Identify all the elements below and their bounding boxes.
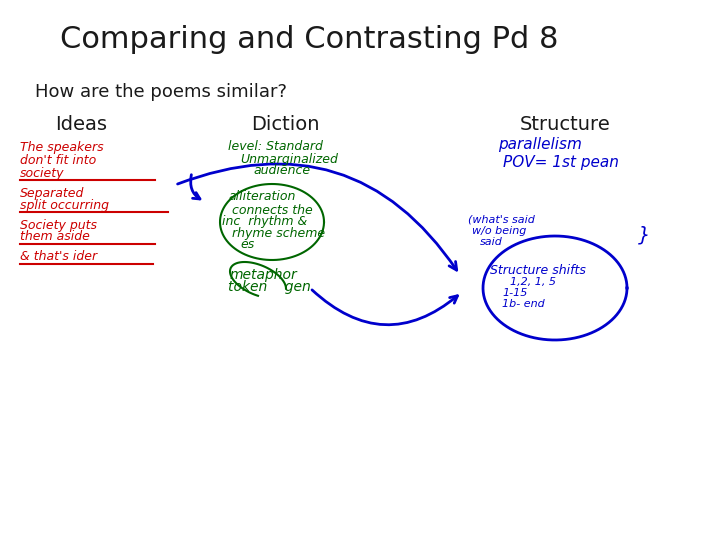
Text: Separated: Separated [20, 186, 84, 199]
Text: The speakers: The speakers [20, 140, 104, 153]
Text: How are the poems similar?: How are the poems similar? [35, 83, 287, 101]
Text: connects the: connects the [232, 204, 312, 217]
Text: Unmarginalized: Unmarginalized [240, 152, 338, 165]
Text: parallelism: parallelism [498, 138, 582, 152]
Text: split occurring: split occurring [20, 199, 109, 212]
Text: }: } [638, 226, 650, 245]
Text: Diction: Diction [251, 116, 319, 134]
Text: Society puts: Society puts [20, 219, 97, 232]
Text: Structure shifts: Structure shifts [490, 264, 586, 276]
Text: 1,2, 1, 5: 1,2, 1, 5 [510, 277, 556, 287]
Text: Structure: Structure [520, 116, 611, 134]
Text: 1b- end: 1b- end [502, 299, 545, 309]
Text: alliteration: alliteration [228, 191, 295, 204]
Text: 1-15: 1-15 [502, 288, 527, 298]
Text: es: es [240, 239, 254, 252]
Text: society: society [20, 166, 65, 179]
Text: POV= 1st pean: POV= 1st pean [503, 156, 619, 171]
Text: metaphor: metaphor [230, 268, 298, 282]
Text: don't fit into: don't fit into [20, 153, 96, 166]
FancyArrowPatch shape [191, 175, 200, 199]
Text: level: Standard: level: Standard [228, 140, 323, 153]
Text: w/o being: w/o being [472, 226, 526, 236]
FancyArrowPatch shape [178, 164, 456, 270]
Text: inc  rhythm &: inc rhythm & [222, 215, 307, 228]
Text: token    gen: token gen [228, 280, 311, 294]
FancyArrowPatch shape [312, 290, 457, 325]
Text: & that's ider: & that's ider [20, 251, 97, 264]
Text: rhyme scheme: rhyme scheme [232, 227, 325, 240]
Text: Ideas: Ideas [55, 116, 107, 134]
Text: them aside: them aside [20, 231, 90, 244]
Text: audience: audience [253, 165, 310, 178]
Text: Comparing and Contrasting Pd 8: Comparing and Contrasting Pd 8 [60, 25, 559, 55]
Text: said: said [480, 237, 503, 247]
Text: (what's said: (what's said [468, 215, 535, 225]
